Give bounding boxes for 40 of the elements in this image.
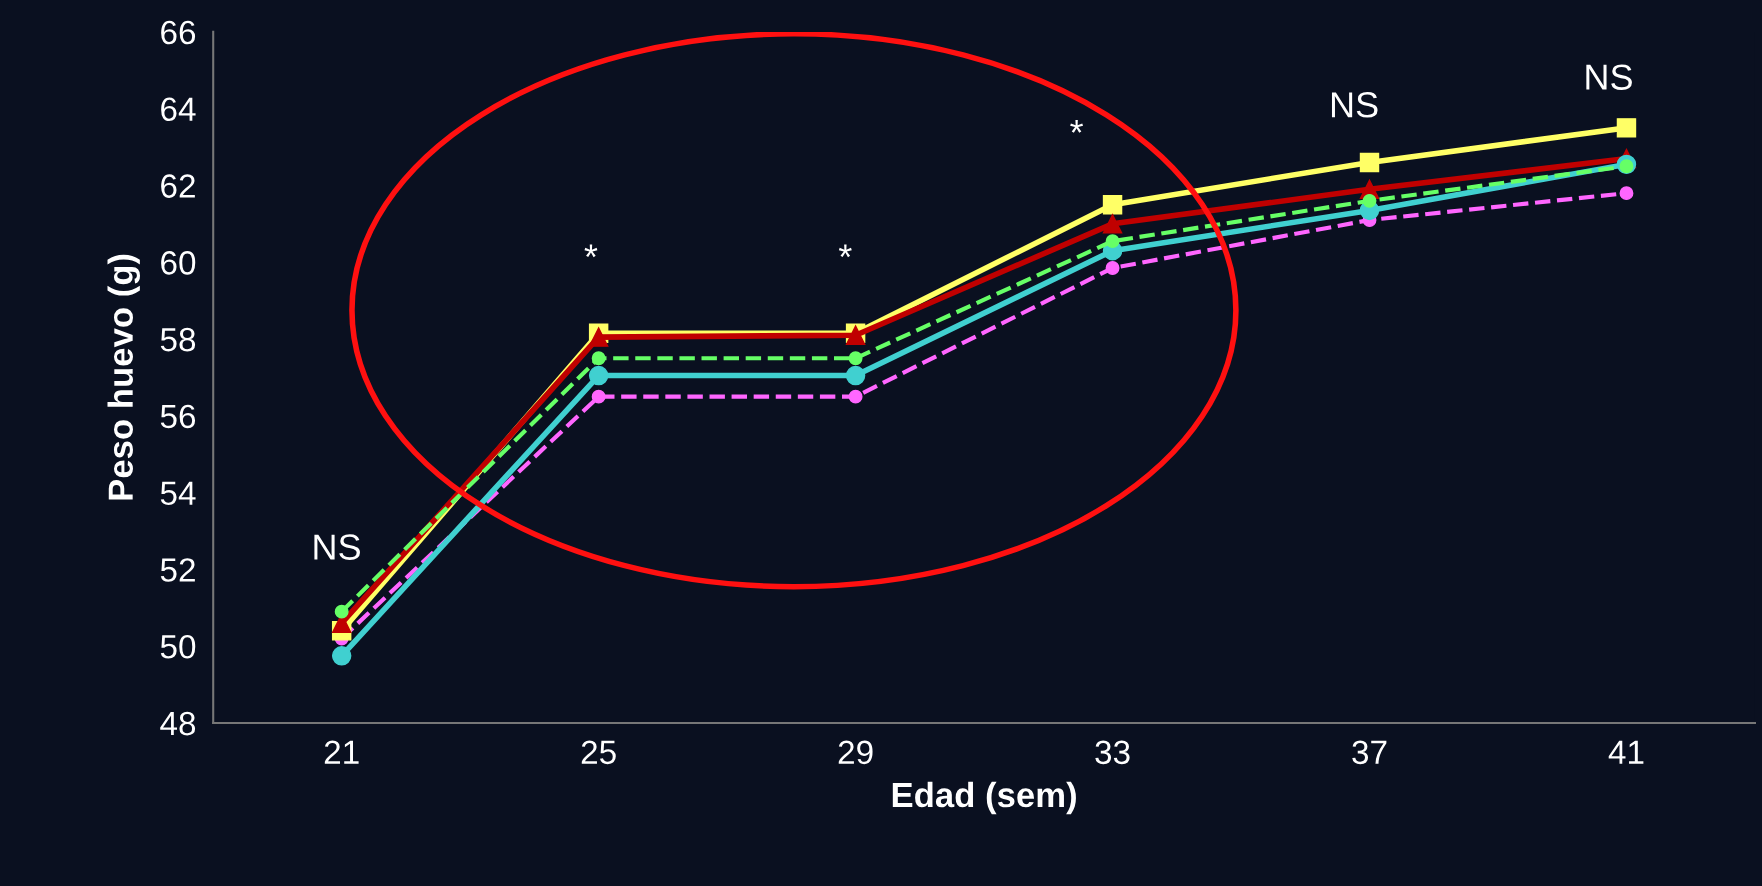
point [334,604,349,619]
point [1362,193,1377,208]
annotation: NS [1331,92,1378,118]
x-tick-label: 21 [324,740,359,764]
x-tick-label: 25 [581,740,616,765]
x-axis-title: Edad (sem) [892,781,1076,815]
point [1102,214,1123,234]
point [848,389,863,404]
point [848,351,863,366]
annotation: * [1070,120,1084,133]
x-tick-label: 37 [1352,740,1387,765]
point [1105,261,1120,275]
y-tick-label: 66 [161,20,196,45]
y-tick-label: 58 [160,327,196,352]
y-tick-label: 54 [160,481,196,506]
point [331,646,352,666]
point [1105,234,1120,249]
point [588,365,609,386]
point [845,365,866,386]
annotation: * [838,244,852,258]
y-tick-label: 48 [160,711,196,736]
point [591,351,606,366]
x-tick-label: 29 [838,740,873,765]
y-tick-label: 56 [160,404,196,429]
annotation: NS [314,534,360,560]
y-axis-title: Peso huevo (g) [107,254,141,500]
y-tick-label: 52 [160,558,195,582]
point [1616,118,1637,138]
y-tick-label: 50 [160,634,196,659]
x-tick-label: 41 [1608,740,1644,764]
point [1619,186,1634,201]
y-tick-label: 64 [161,97,196,122]
point [1359,152,1380,173]
y-tick-label: 62 [161,174,195,198]
y-tick-label: 60 [161,251,196,275]
point [591,389,606,404]
x-tick-label: 33 [1095,740,1130,765]
point [1102,194,1123,215]
annotation: * [584,244,598,258]
annotation: NS [1586,64,1632,90]
